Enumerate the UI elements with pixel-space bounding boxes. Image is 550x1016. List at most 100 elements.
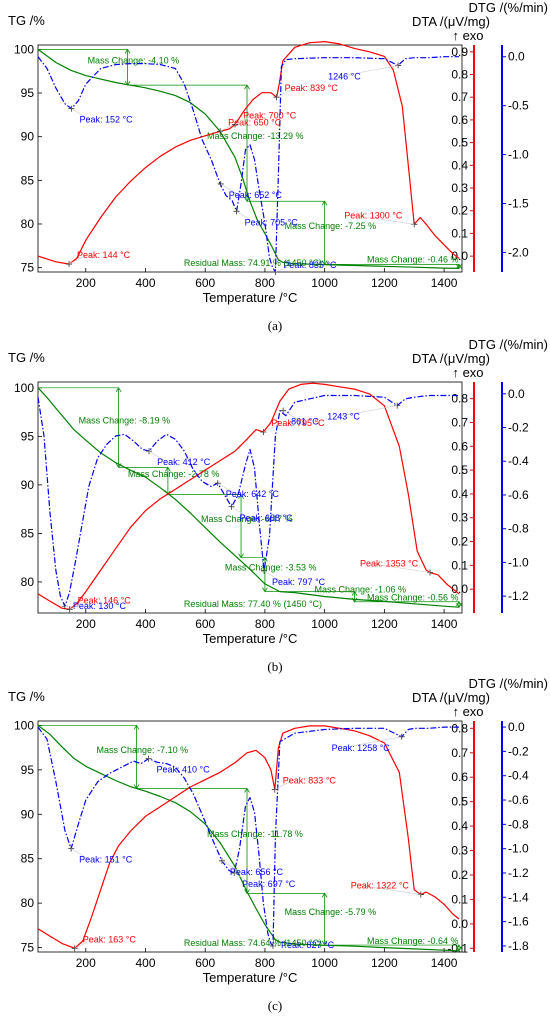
peak-marker bbox=[228, 503, 235, 510]
tg-tick-label: 90 bbox=[21, 807, 35, 821]
mass-change-arrow bbox=[351, 590, 358, 596]
mass-change-label: Mass Change: -6.47 % bbox=[201, 514, 293, 524]
peak-label: Peak: 151 °C bbox=[79, 855, 133, 865]
x-tick-label: 400 bbox=[135, 956, 155, 970]
peak-marker bbox=[66, 606, 73, 613]
mass-change-label: Mass Change: -2.78 % bbox=[128, 469, 220, 479]
peak-leader bbox=[263, 422, 282, 433]
peak-leader bbox=[370, 563, 431, 573]
x-tick-label: 1000 bbox=[311, 617, 338, 631]
dtg-tick-label: -1.8 bbox=[508, 939, 529, 953]
mass-change-arrow bbox=[456, 946, 462, 952]
peak-marker bbox=[272, 269, 279, 275]
mass-change-arrow bbox=[456, 264, 462, 270]
peak-label: Peak: 1300 °C bbox=[344, 210, 403, 220]
dta-tick-label: 0.8 bbox=[451, 68, 468, 82]
dtg-tick-label: -1.0 bbox=[508, 555, 529, 569]
exo-label: ↑ exo bbox=[452, 28, 483, 43]
tg-axis-title: TG /% bbox=[8, 689, 45, 704]
peak-label: Peak: 700 °C bbox=[243, 110, 297, 120]
peak-label: Peak: 1353 °C bbox=[360, 559, 419, 569]
dtg-tick-label: -2.0 bbox=[508, 245, 529, 259]
peak-label: Peak: 412 °C bbox=[157, 457, 211, 467]
mass-change-arrow bbox=[165, 466, 171, 472]
peak-label: Peak: 839 °C bbox=[285, 83, 339, 93]
peak-marker bbox=[232, 121, 239, 128]
x-tick-label: 800 bbox=[255, 617, 275, 631]
dta-tick-label: 0.7 bbox=[451, 415, 468, 429]
dta-tick-label: 0.1 bbox=[451, 892, 468, 906]
x-tick-label: 200 bbox=[76, 617, 96, 631]
dtg-axis-title: DTG /(%/min) bbox=[469, 337, 548, 352]
peak-leader bbox=[338, 65, 399, 77]
peak-leader bbox=[275, 264, 294, 273]
mass-change-label: Mass Change: -3.53 % bbox=[225, 563, 317, 573]
mass-change-label: Mass Change: -1.06 % bbox=[315, 585, 407, 595]
mass-change-arrow bbox=[456, 263, 462, 269]
peak-label: Peak: 688 °C bbox=[239, 513, 293, 523]
tg-tick-label: 85 bbox=[21, 526, 35, 540]
dtg-tick-label: -0.6 bbox=[508, 488, 529, 502]
tg-tick-label: 80 bbox=[21, 217, 35, 231]
peak-leader bbox=[274, 780, 293, 790]
peak-marker bbox=[214, 480, 221, 487]
tg-tick-label: 95 bbox=[21, 86, 35, 100]
x-tick-label: 1000 bbox=[311, 276, 338, 290]
peak-leader bbox=[234, 115, 254, 125]
tg-tick-label: 80 bbox=[21, 575, 35, 589]
dta-tick-label: 0.5 bbox=[451, 136, 468, 150]
plot-frame bbox=[37, 44, 463, 273]
peak-leader bbox=[217, 482, 236, 495]
peak-label: Peak: 163 °C bbox=[83, 934, 137, 944]
peak-marker bbox=[398, 733, 405, 740]
dtg-tick-label: -0.2 bbox=[508, 421, 529, 435]
panel-caption: (b) bbox=[267, 659, 282, 674]
mass-change-arrow bbox=[133, 724, 140, 730]
mass-change-arrow bbox=[244, 889, 250, 895]
dtg-curve bbox=[37, 56, 459, 273]
peak-label: Peak: 130 °C bbox=[73, 601, 127, 611]
peak-leader bbox=[282, 410, 302, 422]
mass-change-label: Mass Change: -8.19 % bbox=[79, 416, 171, 426]
exo-label: ↑ exo bbox=[452, 365, 483, 380]
peak-label: Peak: 146 °C bbox=[78, 595, 132, 605]
tg-curve bbox=[37, 48, 460, 269]
dtg-tick-label: 0.0 bbox=[508, 387, 525, 401]
peak-label: Peak: 827 °C bbox=[281, 940, 335, 950]
peak-label: Peak: 1322 °C bbox=[351, 881, 410, 891]
dta-tick-label: 0.8 bbox=[451, 721, 468, 735]
peak-leader bbox=[74, 939, 93, 949]
dta-tick-label: 0.5 bbox=[451, 463, 468, 477]
x-tick-label: 1200 bbox=[371, 276, 398, 290]
chart-panel-c: 200 400 600 800 1000 1200 1400 75 80 85 90 95 100 -0.… bbox=[8, 676, 548, 1013]
dtg-tick-label: -1.0 bbox=[508, 842, 529, 856]
chart-panel-b: 200 400 600 800 1000 1200 1400 80 85 90 95 100 0.0 0.… bbox=[8, 337, 548, 674]
peak-label: 1246 °C bbox=[328, 72, 361, 82]
peak-label: Peak: 144 °C bbox=[77, 250, 131, 260]
dtg-tick-label: -0.4 bbox=[508, 454, 529, 468]
x-tick-label: 800 bbox=[255, 956, 275, 970]
dta-tick-label: 0.2 bbox=[451, 535, 468, 549]
peak-label: Peak: 835 °C bbox=[283, 260, 337, 270]
dtg-tick-label: 0.0 bbox=[508, 720, 525, 734]
dta-tick-label: 0.3 bbox=[451, 844, 468, 858]
mass-change-label: Mass Change: -0.56 % bbox=[367, 592, 459, 602]
peak-leader bbox=[220, 183, 239, 196]
dta-tick-label: 0.1 bbox=[451, 558, 468, 572]
plot-frame bbox=[37, 381, 463, 614]
dta-curve bbox=[37, 725, 460, 949]
dta-tick-label: 0.0 bbox=[451, 249, 468, 263]
x-tick-label: 600 bbox=[195, 956, 215, 970]
dta-tick-label: 0.4 bbox=[451, 487, 468, 501]
tg-axis-title: TG /% bbox=[8, 350, 45, 365]
peak-marker bbox=[146, 448, 153, 455]
x-axis-title: Temperature /°C bbox=[203, 290, 298, 305]
x-tick-label: 800 bbox=[255, 276, 275, 290]
mass-change-arrow bbox=[321, 200, 328, 206]
peak-label: Peak: 642 °C bbox=[226, 489, 280, 499]
dtg-tick-label: -0.4 bbox=[508, 769, 529, 783]
mass-change-arrow bbox=[244, 84, 250, 90]
tg-tick-label: 85 bbox=[21, 852, 35, 866]
dta-tick-label: 0.6 bbox=[451, 113, 468, 127]
